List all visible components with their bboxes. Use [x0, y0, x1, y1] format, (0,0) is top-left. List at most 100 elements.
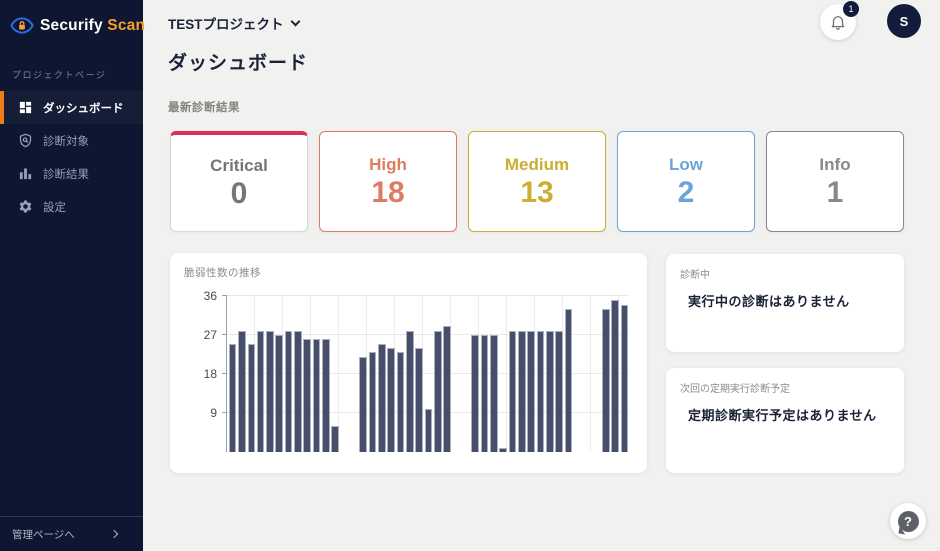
panel-message: 定期診断実行予定はありません	[688, 408, 877, 423]
main-content: TESTプロジェクト 1 S ダッシュボード 最新診断結果 Critical 0…	[143, 0, 940, 551]
severity-card-high: High 18	[319, 131, 457, 232]
bar-slot	[265, 296, 274, 452]
chart-bar	[378, 343, 386, 452]
project-selector[interactable]: TESTプロジェクト	[168, 13, 300, 33]
bell-icon	[829, 13, 847, 31]
severity-count: 2	[677, 175, 695, 209]
chart-bar	[322, 339, 330, 452]
chart-bar	[518, 330, 526, 452]
horizontal-gridline	[227, 334, 629, 335]
gear-icon	[18, 199, 33, 214]
chart-bar	[611, 300, 619, 452]
notifications-button[interactable]: 1	[820, 1, 859, 40]
bar-slot	[359, 296, 368, 452]
chart-bar	[564, 309, 573, 452]
bar-slot	[284, 296, 293, 452]
chart-bar	[331, 426, 340, 452]
chart-bar	[247, 343, 256, 452]
y-axis-tick	[222, 412, 227, 413]
chart-bar	[284, 330, 293, 452]
sidebar-item-settings[interactable]: 設定	[0, 190, 143, 223]
dashboard-grid-icon	[18, 100, 33, 115]
severity-count: 0	[230, 177, 248, 211]
sidebar-section-label: プロジェクトページ	[12, 70, 107, 80]
sidebar-nav: ダッシュボード 診断対象 診断結果 設定	[0, 91, 143, 223]
bar-slot	[573, 296, 582, 452]
eye-lock-logo-icon	[10, 16, 34, 35]
chart-bar	[359, 356, 368, 452]
bar-slot	[331, 296, 340, 452]
severity-label: High	[369, 154, 407, 174]
chart-bar	[266, 330, 274, 452]
chart-bar	[368, 352, 377, 452]
shield-search-icon	[18, 133, 33, 148]
chart-bar	[620, 304, 629, 452]
bar-slot	[396, 296, 405, 452]
bar-slot	[415, 296, 424, 452]
bar-slot	[564, 296, 573, 452]
bar-slot	[461, 296, 470, 452]
severity-count: 1	[826, 175, 844, 209]
chart-bar	[536, 330, 545, 452]
bar-slot	[424, 296, 433, 452]
bar-slot	[582, 296, 591, 452]
chart-bar	[238, 330, 246, 452]
severity-cards-row: Critical 0 High 18 Medium 13 Low 2 Info …	[170, 131, 904, 232]
user-avatar[interactable]: S	[887, 4, 921, 38]
sidebar-item-scan-results[interactable]: 診断結果	[0, 157, 143, 190]
notification-badge: 1	[843, 1, 859, 17]
bar-slot	[433, 296, 442, 452]
brand-name: Securify Scan	[40, 16, 146, 34]
bar-slot	[610, 296, 619, 452]
panel-label: 診断中	[680, 270, 710, 281]
chart-bar	[499, 447, 507, 452]
bar-chart-icon	[18, 166, 33, 181]
chart-bar	[555, 330, 563, 452]
bar-slot	[405, 296, 414, 452]
chart-bar	[312, 339, 321, 452]
bar-slot	[237, 296, 246, 452]
severity-label: Low	[669, 154, 703, 174]
severity-label: Medium	[504, 154, 570, 174]
admin-page-link[interactable]: 管理ページへ	[0, 516, 143, 551]
severity-count: 13	[520, 175, 554, 209]
bar-slot	[499, 296, 508, 452]
chevron-right-icon	[109, 529, 119, 539]
bar-slot	[545, 296, 554, 452]
help-button[interactable]: ?	[890, 503, 926, 539]
chart-title: 脆弱性数の推移	[184, 267, 261, 279]
sidebar-item-dashboard[interactable]: ダッシュボード	[0, 91, 143, 124]
severity-card-medium: Medium 13	[468, 131, 606, 232]
bar-slot	[601, 296, 610, 452]
bar-slot	[349, 296, 358, 452]
question-mark-icon: ?	[897, 510, 919, 532]
chart-bar	[256, 330, 265, 452]
bar-slot	[228, 296, 237, 452]
sidebar-item-scan-targets[interactable]: 診断対象	[0, 124, 143, 157]
admin-page-label: 管理ページへ	[12, 528, 75, 541]
bar-slot	[471, 296, 480, 452]
sidebar-item-label: ダッシュボード	[43, 102, 124, 115]
bar-slot	[536, 296, 545, 452]
severity-count: 18	[371, 175, 405, 209]
sidebar-item-label: 設定	[43, 201, 66, 214]
chart-bar	[471, 335, 480, 452]
sidebar-item-label: 診断対象	[43, 135, 89, 148]
bar-chart-plot: 9 18 27 36	[204, 289, 629, 452]
running-scans-panel: 診断中 実行中の診断はありません	[666, 254, 904, 352]
severity-card-info: Info 1	[766, 131, 904, 232]
bar-series	[228, 296, 629, 452]
vulnerability-trend-card: 脆弱性数の推移 9 18 27 36	[170, 253, 647, 473]
bar-slot	[303, 296, 312, 452]
chart-bar	[275, 335, 284, 452]
bar-slot	[368, 296, 377, 452]
chart-bar	[508, 330, 517, 452]
chart-bar	[546, 330, 554, 452]
bar-slot	[592, 296, 601, 452]
severity-label: Info	[819, 154, 851, 174]
chart-bar	[480, 335, 489, 452]
bar-slot	[489, 296, 498, 452]
sidebar-item-label: 診断結果	[43, 168, 89, 181]
y-axis-tick	[222, 334, 227, 335]
chart-bar	[434, 330, 442, 452]
